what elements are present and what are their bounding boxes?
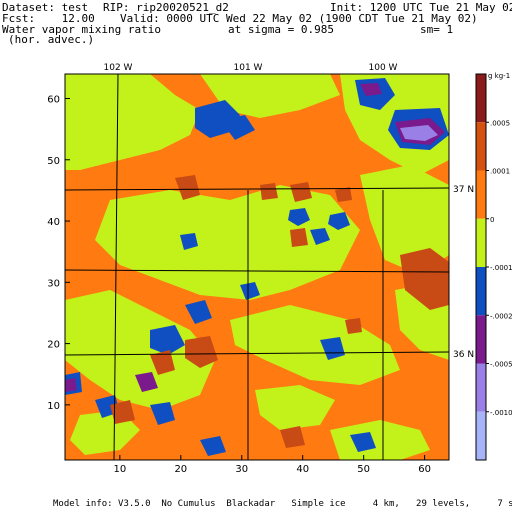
field-patch-pos bbox=[400, 248, 449, 310]
heatmap-field bbox=[65, 74, 449, 460]
field-patch-blue bbox=[185, 300, 212, 324]
field-patch-pos bbox=[185, 336, 218, 368]
sigma-label: at sigma = 0.985 bbox=[228, 23, 334, 36]
plot-frame bbox=[64, 73, 450, 461]
field-patch-pos bbox=[110, 400, 135, 424]
colorbar-label: .0005 bbox=[490, 119, 510, 127]
field-patch-pos bbox=[290, 182, 312, 202]
field-patch-blue bbox=[220, 115, 255, 140]
latitude-label: 36 N bbox=[453, 350, 474, 360]
colorbar-segment bbox=[476, 122, 486, 171]
dataset-label: Dataset: test bbox=[2, 1, 89, 14]
field-patch-green bbox=[330, 420, 430, 460]
field-patch-pos bbox=[260, 183, 278, 200]
field-patch-blue bbox=[200, 436, 226, 456]
field-patch-blue bbox=[180, 233, 198, 250]
field-patch-blue bbox=[150, 325, 185, 355]
field-patch-pos bbox=[150, 350, 175, 375]
x-tick-label: 40 bbox=[296, 464, 309, 475]
field-patch-pos bbox=[175, 175, 200, 200]
colorbar-unit: g kg-1 bbox=[488, 72, 510, 80]
x-tick-label: 50 bbox=[357, 464, 370, 475]
field-patch-pos bbox=[335, 187, 352, 202]
longitude-label: 100 W bbox=[369, 63, 398, 73]
field-patch-blue bbox=[288, 208, 310, 226]
x-tick-label: 30 bbox=[235, 464, 248, 475]
field-patch-green bbox=[360, 165, 449, 275]
colorbar-label: -.0010 bbox=[490, 409, 512, 417]
field-patch-blue bbox=[350, 432, 376, 452]
colorbar-label: 0 bbox=[490, 216, 494, 224]
colorbar-segment bbox=[476, 74, 486, 123]
field-patch-pos bbox=[345, 318, 362, 334]
colorbar-label: -.0002 bbox=[490, 312, 512, 320]
colorbar: g kg-1 .0005 .0001 0 -.0001 -.0002 -.0005 -.001… bbox=[475, 72, 512, 461]
y-tick-label: 40 bbox=[47, 217, 60, 228]
sm-label: sm= 1 bbox=[420, 23, 454, 36]
y-tick-label: 60 bbox=[47, 95, 60, 106]
field-patch-purple bbox=[360, 83, 382, 96]
field-patch-purple bbox=[135, 372, 158, 392]
colorbar-segment bbox=[476, 267, 486, 316]
colorbar-segment bbox=[476, 315, 486, 364]
y-tick-label: 10 bbox=[47, 401, 60, 412]
fcst-label: Fcst: 12.00 bbox=[2, 12, 95, 25]
colorbar-label: -.0005 bbox=[490, 361, 512, 369]
field-patch-blue bbox=[240, 282, 260, 300]
y-tick-label: 20 bbox=[47, 340, 60, 351]
field-label: Water vapor mixing ratio bbox=[2, 23, 161, 36]
x-tick-label: 20 bbox=[174, 464, 187, 475]
field-patch-blue bbox=[320, 337, 345, 360]
longitude-label: 102 W bbox=[104, 63, 133, 73]
rip-label: RIP: rip20020521_d2 bbox=[103, 1, 229, 14]
field-patch-blue bbox=[328, 212, 350, 230]
field-patch-pos bbox=[290, 228, 308, 247]
field-patch-pos bbox=[280, 426, 305, 448]
valid-label: Valid: 0000 UTC Wed 22 May 02 (1900 CDT … bbox=[120, 12, 478, 25]
y-tick-label: 30 bbox=[47, 278, 60, 289]
field-patch-green bbox=[255, 385, 335, 430]
x-tick-label: 60 bbox=[418, 464, 431, 475]
y-tick-label: 50 bbox=[47, 156, 60, 167]
boundary-line bbox=[64, 351, 450, 356]
latitude-label: 37 N bbox=[453, 185, 474, 195]
state-boundaries bbox=[64, 73, 450, 461]
boundary-line bbox=[113, 73, 119, 461]
x-tick-label: 10 bbox=[113, 464, 126, 475]
field-patch-green bbox=[65, 290, 215, 410]
colorbar-label: -.0001 bbox=[490, 264, 512, 272]
colorbar-segment bbox=[476, 218, 486, 267]
colorbar-segment bbox=[476, 363, 486, 412]
field-patch-purple bbox=[65, 378, 77, 392]
init-label: Init: 1200 UTC Tue 21 May 02 bbox=[330, 1, 512, 14]
colorbar-segment bbox=[476, 411, 486, 460]
boundary-line bbox=[64, 269, 450, 273]
longitude-label: 101 W bbox=[234, 63, 263, 73]
boundary-line bbox=[64, 187, 450, 191]
field-patch-lavender bbox=[400, 125, 438, 141]
field-patch-green bbox=[65, 74, 200, 170]
subtitle-label: (hor. advec.) bbox=[8, 33, 95, 46]
field-patch-blue bbox=[150, 402, 175, 425]
field-patch-green bbox=[200, 74, 340, 118]
colorbar-label: .0001 bbox=[490, 168, 510, 176]
colorbar-segment bbox=[476, 170, 486, 219]
model-info-footer: Model info: V3.5.0 No Cumulus Blackadar … bbox=[53, 499, 512, 509]
field-patch-blue bbox=[310, 228, 330, 245]
